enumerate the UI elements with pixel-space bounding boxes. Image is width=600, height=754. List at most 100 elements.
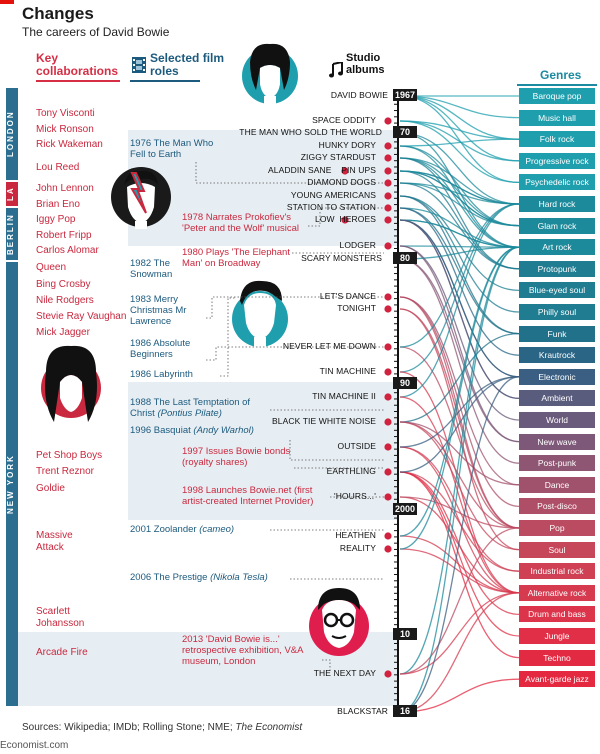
film-year: 1982 [130, 258, 152, 269]
film-year: 2001 [130, 524, 152, 535]
film-1988: 1988 The Last Temptation of Christ (Pont… [130, 397, 270, 419]
city-bar-la [6, 182, 18, 206]
film-title: The Snowman [130, 258, 173, 280]
flow-25-20 [399, 527, 520, 675]
flow-22-20 [399, 496, 520, 529]
year-marker-90: 90 [393, 377, 417, 389]
film-1976: 1976 The Man Who Fell to Earth [130, 138, 220, 160]
album-dot-diamond-dogs [384, 179, 392, 187]
collab-nile-rodgers: Nile Rodgers [36, 295, 94, 306]
film-title: Basquiat [153, 425, 191, 436]
header-collab-underline [36, 80, 120, 82]
genre-post-disco: Post-disco [519, 498, 595, 515]
album-david-bowie: DAVID BOWIE [330, 90, 388, 100]
flow-25-7 [399, 246, 520, 675]
collab-john-lennon: John Lennon [36, 183, 94, 194]
album-dot-heroes [384, 216, 392, 224]
film-title: Merry Christmas Mr Lawrence [130, 294, 187, 327]
album-dot-station-to-station [384, 204, 392, 212]
film-leader-12 [322, 659, 331, 672]
header-genres: Genres [540, 68, 582, 82]
film-role: (Andy Warhol) [193, 425, 254, 436]
album-young-americans: YOUNG AMERICANS [290, 190, 376, 200]
film-1982: 1982 The Snowman [130, 258, 182, 280]
collab-bing-crosby: Bing Crosby [36, 279, 91, 290]
album-dot-outside [384, 443, 392, 451]
album-aladdin-sane: ALADDIN SANE [268, 165, 332, 175]
album-hunky-dory: HUNKY DORY [318, 140, 376, 150]
flow-15-21 [399, 308, 520, 551]
year-marker-10: 10 [393, 628, 417, 640]
flow-26-23 [399, 592, 520, 713]
album-dot-tin-machine-ii [384, 393, 392, 401]
band-ny-1 [128, 382, 398, 520]
flow-18-5 [399, 203, 520, 398]
album-dot-low [341, 216, 349, 224]
genre-funk: Funk [519, 325, 595, 342]
genre-ambient: Ambient [519, 390, 595, 407]
collab-mick-jagger: Mick Jagger [36, 327, 90, 338]
collab-robert-fripp: Robert Fripp [36, 230, 92, 241]
genre-electronic: Electronic [519, 368, 595, 385]
album-dot-black-tie-white-noise [384, 418, 392, 426]
album-tonight: TONIGHT [337, 303, 376, 313]
flow-26-27 [399, 678, 520, 713]
album-genre-flows [399, 95, 520, 713]
genre-soul: Soul [519, 541, 595, 558]
film-year: 1988 [130, 397, 152, 408]
album-dot-heathen [384, 532, 392, 540]
page-subtitle: The careers of David Bowie [22, 25, 170, 39]
flow-11-14 [399, 219, 520, 400]
album-the-man-who-sold-the-world: THE MAN WHO SOLD THE WORLD [239, 127, 382, 137]
genre-krautrock: Krautrock [519, 347, 595, 364]
film-title: Plays 'The Elephant Man' on Broadway [182, 247, 290, 269]
flow-0-4 [399, 95, 520, 184]
film-leader-4 [206, 346, 384, 361]
album-pin-ups: PIN UPS [341, 165, 376, 175]
genre-dance: Dance [519, 476, 595, 493]
film-title: Launches Bowie.net (first artist-created… [182, 485, 314, 507]
flow-8-9 [399, 195, 520, 292]
flow-1-4 [399, 120, 520, 184]
genre-world: World [519, 412, 595, 428]
genre-post-punk: Post-punk [519, 455, 595, 472]
header-genres-underline [517, 84, 597, 86]
flow-20-22 [399, 446, 520, 572]
header-albums: Studio albums [346, 52, 385, 76]
genre-glam-rock: Glam rock [519, 217, 595, 234]
band-berlin [128, 130, 398, 246]
film-title: The Man Who Fell to Earth [130, 138, 214, 160]
film-leader-3 [206, 296, 384, 319]
album-hours: 'HOURS...' [333, 491, 376, 501]
flow-21-13 [399, 376, 520, 473]
film-leader-1 [308, 207, 384, 227]
flow-4-7 [399, 157, 520, 248]
genre-psychedelic-rock: Psychedelic rock [519, 174, 595, 191]
header-collaborations: Key collaborations [36, 51, 119, 78]
album-never-let-me-down: NEVER LET ME DOWN [282, 341, 376, 351]
film-strip-icon [132, 57, 146, 78]
album-dot-lodger [384, 242, 392, 250]
album-heroes: HEROES [339, 214, 376, 224]
flow-13-17 [399, 258, 520, 464]
genre-protopunk: Protopunk [519, 260, 595, 277]
sources-italic: The Economist [235, 722, 303, 733]
film-leader-0 [195, 162, 384, 184]
album-diamond-dogs: DIAMOND DOGS [307, 177, 376, 187]
brand-footer: Economist.com [0, 740, 69, 751]
film-title: The Prestige [153, 572, 208, 583]
flow-24-23 [399, 548, 520, 594]
flow-26-13 [399, 376, 520, 713]
film-1996: 1996 Basquiat (Andy Warhol) [130, 425, 290, 436]
genre-philly-soul: Philly soul [519, 304, 595, 320]
genre-music-hall: Music hall [519, 109, 595, 126]
collab-arcade-fire: Arcade Fire [36, 647, 88, 658]
flow-19-21 [399, 421, 520, 551]
film-leader-lines [195, 162, 384, 672]
album-dot-never-let-me-down [384, 343, 392, 351]
flow-0-2 [399, 95, 520, 140]
bowie-portrait-1967-icon [240, 40, 300, 111]
album-dot-ziggy-stardust [384, 154, 392, 162]
album-scary-monsters: SCARY MONSTERS [301, 253, 382, 263]
